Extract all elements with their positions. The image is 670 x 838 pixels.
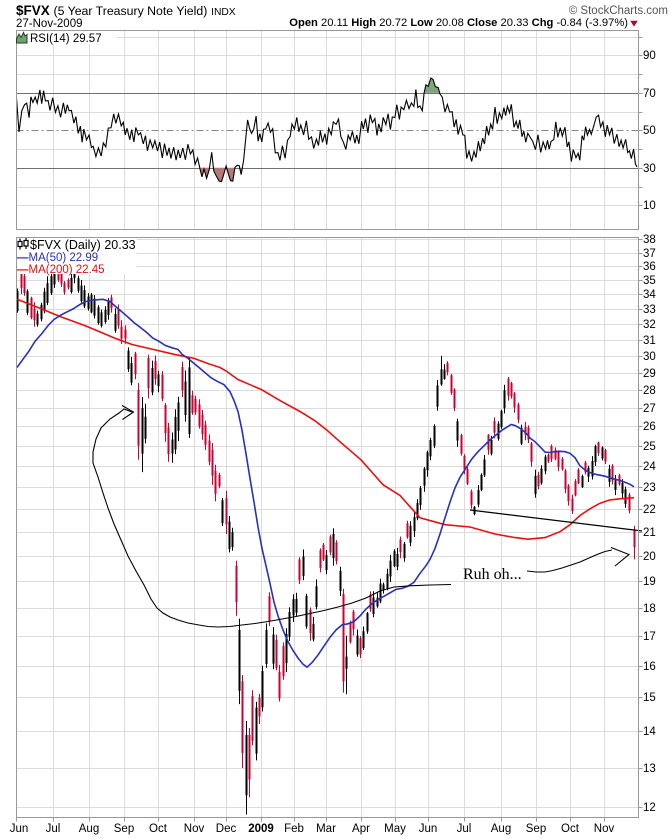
svg-text:17: 17 xyxy=(643,631,656,643)
svg-text:$FVX (Daily) 20.33: $FVX (Daily) 20.33 xyxy=(30,238,136,252)
svg-text:23: 23 xyxy=(643,482,656,494)
svg-text:13: 13 xyxy=(643,763,656,775)
svg-text:27-Nov-2009: 27-Nov-2009 xyxy=(16,18,82,30)
svg-text:Open 20.11 High 20.72 Low 20.0: Open 20.11 High 20.72 Low 20.08 Close 20… xyxy=(289,17,628,29)
svg-text:18: 18 xyxy=(643,603,656,615)
svg-text:Sep: Sep xyxy=(114,823,134,835)
svg-text:15: 15 xyxy=(643,692,656,704)
svg-text:Dec: Dec xyxy=(216,823,237,835)
svg-text:Jun: Jun xyxy=(419,823,438,835)
svg-text:33: 33 xyxy=(643,304,656,316)
svg-text:16: 16 xyxy=(643,661,656,673)
svg-text:70: 70 xyxy=(643,88,656,100)
svg-text:27: 27 xyxy=(643,403,656,415)
svg-text:19: 19 xyxy=(643,576,656,588)
svg-text:21: 21 xyxy=(643,527,656,539)
svg-text:25: 25 xyxy=(643,441,656,453)
svg-text:38: 38 xyxy=(643,234,656,246)
svg-text:34: 34 xyxy=(643,289,656,301)
svg-text:14: 14 xyxy=(643,726,656,738)
svg-text:© StockCharts.com: © StockCharts.com xyxy=(569,5,668,17)
svg-text:Sep: Sep xyxy=(526,823,546,835)
svg-text:RSI(14) 29.57: RSI(14) 29.57 xyxy=(30,33,102,45)
svg-text:20: 20 xyxy=(643,551,656,563)
svg-text:—MA(50) 22.99: —MA(50) 22.99 xyxy=(17,252,98,264)
svg-text:29: 29 xyxy=(643,368,656,380)
svg-text:Mar: Mar xyxy=(316,823,336,835)
svg-text:2009: 2009 xyxy=(248,823,274,835)
svg-text:12: 12 xyxy=(643,802,656,814)
svg-text:Apr: Apr xyxy=(352,823,370,835)
svg-text:22: 22 xyxy=(643,504,656,516)
svg-text:30: 30 xyxy=(643,163,656,175)
svg-text:37: 37 xyxy=(643,248,656,260)
svg-text:Jul: Jul xyxy=(457,823,472,835)
svg-text:30: 30 xyxy=(643,351,656,363)
svg-text:50: 50 xyxy=(643,125,656,137)
svg-text:10: 10 xyxy=(643,200,656,212)
svg-text:Jun: Jun xyxy=(10,823,29,835)
svg-text:Jul: Jul xyxy=(46,823,61,835)
svg-text:28: 28 xyxy=(643,385,656,397)
svg-text:90: 90 xyxy=(643,50,656,62)
svg-text:Feb: Feb xyxy=(284,823,304,835)
svg-text:Aug: Aug xyxy=(491,823,511,835)
svg-text:$FVX (5 Year Treasury Note Yie: $FVX (5 Year Treasury Note Yield) INDX xyxy=(16,3,236,18)
svg-text:Nov: Nov xyxy=(184,823,205,835)
svg-text:Aug: Aug xyxy=(79,823,99,835)
svg-text:36: 36 xyxy=(643,261,656,273)
svg-text:24: 24 xyxy=(643,461,656,473)
svg-text:Nov: Nov xyxy=(594,823,615,835)
svg-text:May: May xyxy=(384,823,406,835)
svg-text:35: 35 xyxy=(643,275,656,287)
svg-text:26: 26 xyxy=(643,421,656,433)
svg-text:31: 31 xyxy=(643,335,656,347)
svg-text:Ruh oh...: Ruh oh... xyxy=(463,566,522,583)
svg-text:32: 32 xyxy=(643,319,656,331)
svg-text:Oct: Oct xyxy=(561,823,580,835)
svg-text:—MA(200) 22.45: —MA(200) 22.45 xyxy=(17,264,105,276)
svg-text:Oct: Oct xyxy=(149,823,168,835)
